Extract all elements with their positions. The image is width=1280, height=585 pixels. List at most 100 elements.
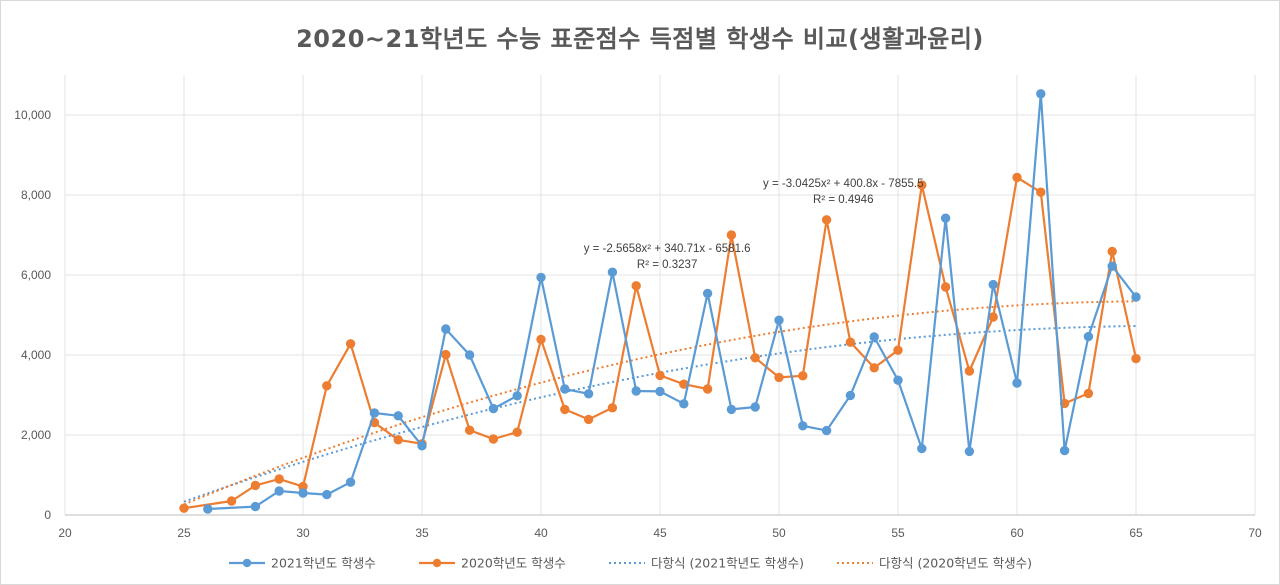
x-tick-label: 45 <box>653 526 667 540</box>
x-tick-label: 55 <box>891 526 905 540</box>
data-point <box>845 337 856 347</box>
data-point <box>274 486 284 496</box>
data-point <box>607 403 618 413</box>
data-point <box>250 480 261 491</box>
data-point <box>274 474 284 484</box>
data-point <box>488 434 499 444</box>
data-point <box>869 363 879 373</box>
data-point <box>988 312 998 322</box>
data-point <box>631 281 641 291</box>
x-tick-label: 25 <box>177 526 191 540</box>
data-point <box>940 282 951 292</box>
data-point <box>536 334 546 345</box>
y-tick-label: 2,000 <box>21 428 51 442</box>
y-tick-label: 4,000 <box>21 348 51 362</box>
y-tick-label: 8,000 <box>21 188 51 202</box>
data-point <box>583 389 594 399</box>
data-point <box>750 353 760 363</box>
data-point <box>893 375 903 385</box>
data-point <box>1131 353 1141 364</box>
data-point <box>464 350 475 360</box>
data-point <box>345 339 356 349</box>
data-point <box>417 441 427 451</box>
legend-label: 다항식 (2021학년도 학생수) <box>651 556 804 571</box>
series-line <box>207 92 1137 511</box>
series-line <box>183 176 1138 510</box>
data-point <box>869 332 879 342</box>
data-point <box>560 404 570 415</box>
data-point <box>821 215 832 225</box>
data-point <box>1059 445 1070 456</box>
trendline-r2: R² = 0.4946 <box>813 194 873 206</box>
data-point <box>250 501 261 512</box>
data-point <box>1107 246 1117 257</box>
data-point <box>512 427 522 437</box>
x-tick-label: 40 <box>534 526 548 540</box>
x-tick-label: 20 <box>58 526 72 540</box>
data-point <box>583 414 594 425</box>
data-point <box>226 496 237 506</box>
data-point <box>203 504 213 514</box>
data-point <box>1083 388 1094 399</box>
data-point <box>631 386 641 396</box>
data-point <box>821 425 832 436</box>
data-point <box>1107 261 1117 271</box>
data-point <box>464 425 475 435</box>
data-point <box>702 288 713 299</box>
data-point <box>393 411 403 421</box>
data-point <box>655 386 665 397</box>
data-point <box>893 345 903 355</box>
data-point <box>298 488 308 498</box>
trendline <box>183 325 1137 503</box>
y-tick-label: 10,000 <box>14 108 51 122</box>
data-point <box>726 230 737 240</box>
data-point <box>441 349 451 360</box>
trendline-r2: R² = 0.3237 <box>637 259 697 271</box>
chart-title: 2020~21학년도 수능 표준점수 득점별 학생수 비교(생활과윤리) <box>296 25 984 53</box>
data-point <box>1036 89 1046 99</box>
data-point <box>1083 331 1094 342</box>
data-point <box>964 366 975 376</box>
y-tick-label: 0 <box>44 508 51 522</box>
x-tick-label: 65 <box>1129 526 1143 540</box>
data-point <box>774 372 784 383</box>
data-point <box>655 370 665 381</box>
data-point <box>988 279 998 290</box>
data-point <box>798 421 808 431</box>
y-tick-label: 6,000 <box>21 268 51 282</box>
data-point <box>1036 187 1046 197</box>
data-point <box>322 489 332 500</box>
data-point <box>322 381 332 391</box>
legend-label: 2021학년도 학생수 <box>271 556 376 571</box>
data-point <box>679 399 689 409</box>
data-point <box>1012 378 1022 388</box>
data-point <box>798 371 808 381</box>
legend-label: 2020학년도 학생수 <box>461 556 566 571</box>
trendline-equation: y = -3.0425x² + 400.8x - 7855.5 <box>763 178 923 190</box>
x-tick-label: 60 <box>1010 526 1024 540</box>
trendline <box>183 300 1137 506</box>
data-point <box>512 391 522 401</box>
data-point <box>607 267 618 277</box>
x-tick-label: 35 <box>415 526 429 540</box>
legend-label: 다항식 (2020학년도 학생수) <box>879 556 1032 571</box>
data-point <box>917 443 927 454</box>
data-point <box>179 503 189 513</box>
data-point <box>726 404 737 415</box>
x-tick-label: 50 <box>772 526 786 540</box>
data-point <box>488 403 499 414</box>
data-point <box>441 324 451 334</box>
data-point <box>1012 172 1022 183</box>
legend-marker <box>242 558 252 568</box>
data-point <box>964 446 975 457</box>
data-point <box>536 272 546 283</box>
data-point <box>369 408 380 418</box>
data-point <box>917 180 927 190</box>
x-tick-label: 70 <box>1248 526 1262 540</box>
x-tick-label: 30 <box>296 526 310 540</box>
data-point <box>702 384 713 394</box>
data-point <box>560 384 570 394</box>
trendline-equation: y = -2.5658x² + 340.71x - 6581.6 <box>584 243 751 255</box>
